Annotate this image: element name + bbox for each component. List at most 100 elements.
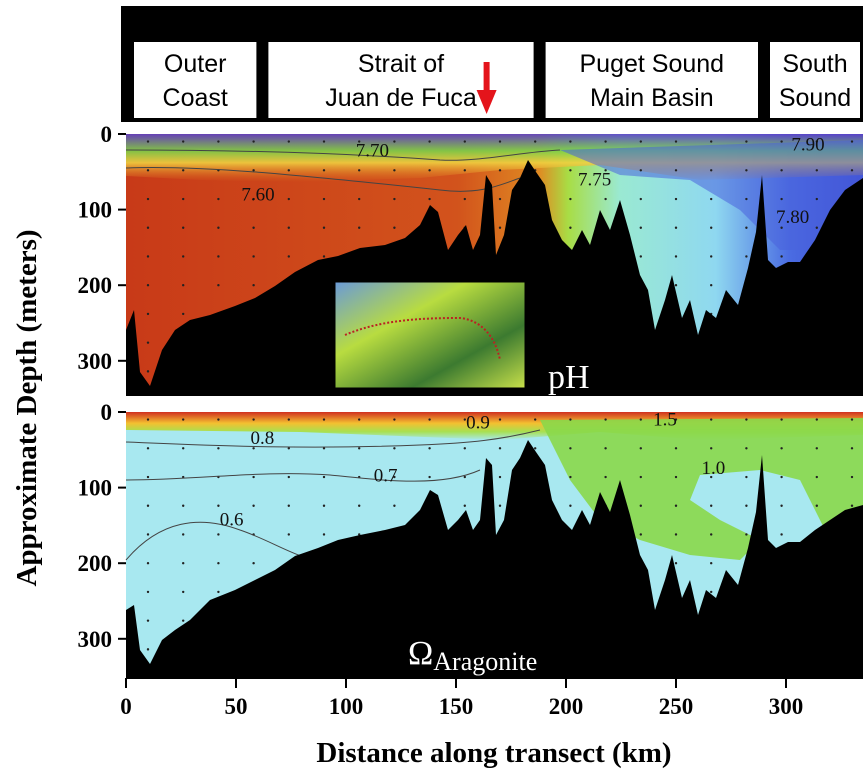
station-dot — [217, 504, 220, 507]
station-dot — [639, 475, 642, 479]
station-dot — [287, 418, 290, 421]
station-dot — [745, 475, 748, 479]
station-dot — [639, 197, 642, 201]
station-dot — [534, 140, 537, 143]
station-dot — [815, 226, 818, 229]
station-dot — [710, 504, 713, 507]
y-tick-label: 200 — [78, 273, 113, 298]
ph-contour-line — [125, 149, 561, 161]
station-dot — [358, 447, 361, 450]
station-dot — [252, 284, 255, 287]
station-dot — [287, 475, 290, 479]
x-tick-label: 100 — [329, 694, 364, 719]
aragonite-contour-line — [125, 469, 481, 482]
region-labels: Outer Coast Strait of Juan de Fuca Puget Sou… — [134, 42, 860, 118]
station-dot — [393, 504, 396, 507]
region-label: Juan de Fuca — [325, 84, 477, 112]
station-dot — [182, 447, 185, 450]
station-dot — [639, 169, 642, 172]
x-tick-label: 150 — [439, 694, 474, 719]
station-dot — [498, 447, 502, 450]
x-tick-label: 50 — [225, 694, 248, 719]
station-dot — [358, 418, 361, 421]
aragonite-contour-line — [125, 521, 321, 561]
region-label: Puget Sound — [580, 50, 725, 78]
station-dot — [322, 447, 326, 450]
station-dot — [745, 226, 748, 229]
station-dot — [146, 226, 150, 229]
station-dot — [710, 140, 713, 143]
station-dot — [569, 504, 572, 507]
station-dot — [322, 255, 326, 258]
station-dot — [710, 226, 713, 229]
station-dot — [252, 562, 255, 565]
station-dot — [217, 533, 220, 536]
station-dot — [428, 140, 431, 143]
station-dot — [182, 475, 185, 479]
station-dot — [322, 475, 326, 479]
station-dot — [322, 418, 326, 421]
station-dot — [146, 284, 150, 287]
station-dot — [639, 418, 642, 421]
y-axis: 0 100 200 300 0 100 200 300 — [78, 122, 126, 652]
station-dot — [780, 197, 783, 201]
station-dot — [780, 169, 783, 172]
station-dot — [639, 140, 642, 143]
region-label: Outer — [164, 50, 227, 78]
station-dot — [780, 140, 783, 143]
station-dot — [463, 475, 466, 479]
station-dot — [146, 590, 150, 594]
station-dot — [287, 533, 290, 536]
station-dot — [745, 140, 748, 143]
contour-label: 7.70 — [356, 141, 389, 162]
station-dot — [745, 533, 748, 536]
station-dot — [745, 197, 748, 201]
station-dot — [358, 226, 361, 229]
station-dot — [780, 226, 783, 229]
arrow-head — [476, 90, 497, 114]
station-dot — [358, 169, 361, 172]
station-dot — [780, 533, 783, 536]
station-dot — [463, 418, 466, 421]
region-label: South — [782, 50, 847, 78]
station-dot — [780, 418, 783, 421]
station-dot — [850, 418, 854, 421]
ph-panel-label: pH — [548, 359, 590, 396]
station-dot — [498, 504, 502, 507]
station-dot — [182, 504, 185, 507]
station-dot — [252, 475, 255, 479]
contour-label: 0.9 — [466, 413, 490, 434]
station-dot — [358, 504, 361, 507]
station-dot — [358, 197, 361, 201]
station-dot — [710, 590, 713, 594]
y-tick-label: 100 — [78, 476, 113, 501]
region-label: Strait of — [358, 50, 444, 78]
x-tick-label: 250 — [659, 694, 694, 719]
ph-bathymetry — [126, 160, 863, 396]
y-tick-label: 100 — [78, 198, 113, 223]
region-label: Main Basin — [590, 84, 714, 112]
station-dot — [710, 562, 713, 565]
station-dot — [569, 447, 572, 450]
station-dot — [287, 226, 290, 229]
ph-inset-map — [334, 281, 526, 389]
station-dot — [674, 418, 678, 421]
station-dot — [217, 562, 220, 565]
station-dot — [463, 140, 466, 143]
y-tick-label: 0 — [101, 122, 113, 147]
station-dot — [498, 169, 502, 172]
station-dot — [217, 226, 220, 229]
station-dot — [146, 619, 150, 622]
aragonite-panel: 0.9 0.8 0.7 0.6 1.5 1.0 ΩAragonite — [125, 410, 863, 678]
station-dot — [710, 418, 713, 421]
region-box — [545, 42, 758, 118]
contour-label: 7.60 — [241, 185, 274, 206]
station-dot — [182, 590, 185, 594]
station-dot — [815, 504, 818, 507]
station-dot — [674, 284, 678, 287]
station-dot — [217, 447, 220, 450]
station-dot — [710, 169, 713, 172]
station-dot — [146, 370, 150, 373]
station-dot — [217, 284, 220, 287]
